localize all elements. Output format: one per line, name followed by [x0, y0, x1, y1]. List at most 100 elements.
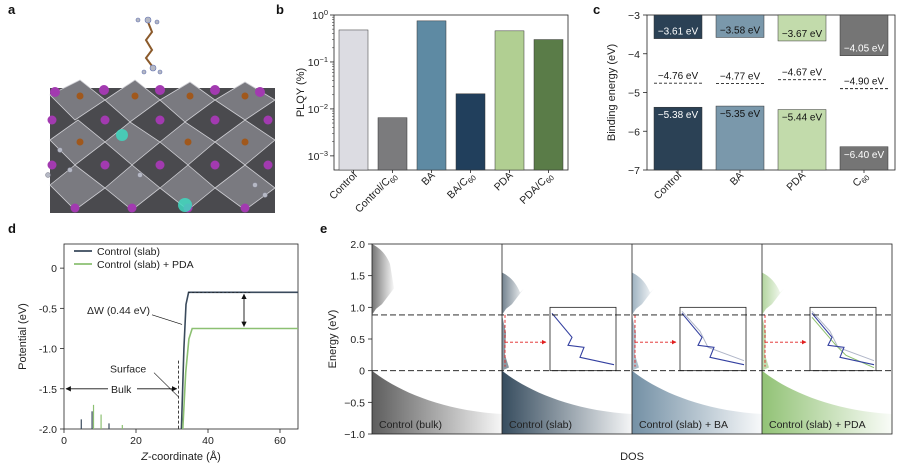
ytick-exp: −3: [319, 149, 328, 158]
dos-conduction-band: [762, 272, 784, 315]
dos-conduction-band: [502, 272, 524, 315]
be-y-tick-label: −5: [628, 88, 640, 100]
plqy-y-tick-label: 10−2: [308, 102, 328, 116]
dos-valence-band: [372, 370, 502, 434]
plqy-bar: [455, 93, 486, 171]
control-slab-line: [180, 291, 298, 430]
dos-y-tick-label: 1.5: [350, 271, 365, 283]
potential-y-axis-label: Potential (eV): [17, 303, 29, 370]
dos-inset-box: [549, 306, 617, 372]
dos-gap-states: [762, 314, 769, 371]
potential-y-tick-label: -1.5: [39, 384, 57, 396]
dos-conduction-band: [372, 244, 394, 315]
vbm-bar: [777, 109, 827, 171]
plqy-bar: [377, 117, 408, 171]
dos-subpanel-label: Control (bulk): [379, 419, 442, 431]
plqy-x-tick-label: Control/C60: [353, 170, 400, 217]
plqy-x-tick-label-base: Control: [327, 170, 359, 202]
dos-gap-states: [632, 314, 639, 371]
be-y-tick-label: −6: [628, 126, 640, 138]
vbm-value-label: −5.38 eV: [658, 110, 699, 121]
ytick-exp: −1: [319, 55, 328, 64]
cbm-value-label: −3.61 eV: [658, 27, 699, 38]
fermi-value-label: −4.90 eV: [844, 77, 885, 88]
xlabel-prefix: Z: [140, 451, 149, 463]
inset-reference-curve: [811, 310, 875, 362]
dos-gap-states: [502, 314, 509, 371]
cbm-bar: [777, 14, 827, 42]
dos-x-axis-label: DOS: [620, 451, 644, 463]
dos-inset-box: [809, 306, 877, 372]
ytick-exp: −2: [319, 102, 328, 111]
plqy-bar: [338, 29, 369, 171]
binding-energy-chart: −3.61 eV −5.38 eV −4.76 eV Control −3.58 eV −…: [606, 10, 896, 202]
ytick-base: 10: [308, 57, 320, 69]
dos-y-tick-label: 2.0: [350, 239, 365, 251]
panel-label-b: b: [276, 2, 284, 17]
panel-label-a: a: [8, 2, 16, 17]
plqy-y-tick-label: 10−1: [308, 55, 328, 69]
surface-pointer: [153, 372, 179, 398]
plqy-y-tick-label: 10−3: [308, 149, 328, 163]
bulk-label: Bulk: [111, 384, 132, 396]
plqy-x-tick-label: PDA: [492, 170, 516, 194]
be-x-tick-label-base: BA: [728, 170, 746, 188]
control-slab-pda-line: [182, 327, 298, 430]
dos-y-axis-label: Energy (eV): [327, 310, 339, 369]
dos-subpanel-label: Control (slab) + BA: [639, 419, 728, 431]
plqy-y-tick-label: 100: [312, 8, 328, 22]
cbm-value-label: −4.05 eV: [844, 44, 885, 55]
plqy-x-tick-label-base: BA: [419, 170, 437, 188]
ytick-base: 10: [308, 104, 320, 116]
be-x-tick-label: C60: [850, 170, 871, 191]
inset-dos-curve: [551, 312, 615, 366]
dos-y-tick-label: 0: [359, 366, 365, 378]
be-y-tick-label: −4: [628, 49, 640, 61]
inset-dos-curve: [681, 312, 745, 366]
be-x-tick-label: Control: [652, 170, 684, 202]
dos-y-tick-label: 1.0: [350, 302, 365, 314]
be-y-axis-label: Binding energy (eV): [606, 44, 618, 141]
dos-y-tick-label: −0.5: [344, 397, 365, 409]
be-y-tick-label: −7: [628, 165, 640, 177]
plqy-x-tick-label-base: PDA: [492, 170, 516, 194]
plqy-x-tick-label: Control: [327, 170, 359, 202]
vbm-value-label: −5.44 eV: [782, 113, 823, 124]
potential-plot-frame: [63, 243, 299, 430]
plqy-x-tick-label: BA: [419, 170, 437, 188]
delta-w-label: ΔW (0.44 eV): [87, 305, 150, 317]
plqy-plot-frame: [333, 14, 569, 171]
fermi-value-label: −4.76 eV: [658, 71, 699, 82]
dos-valence-band: [632, 370, 762, 434]
plqy-bar: [494, 30, 525, 171]
legend-entry: Control (slab) + PDA: [97, 259, 194, 271]
ytick-base: 10: [308, 151, 320, 163]
dos-valence-band: [762, 370, 892, 434]
potential-x-tick-label: 40: [202, 435, 214, 447]
plqy-x-tick-label-base: Control/C: [353, 175, 393, 215]
plqy-bar: [416, 20, 447, 171]
cbm-value-label: −3.67 eV: [782, 29, 823, 40]
fermi-value-label: −4.77 eV: [720, 72, 761, 83]
perovskite-structure-illustration: [45, 16, 276, 213]
dos-subpanel-label: Control (slab): [509, 419, 572, 431]
potential-x-tick-label: 60: [274, 435, 286, 447]
plqy-x-tick-label: PDA/C60: [518, 170, 556, 208]
vbm-value-label: −6.40 eV: [844, 150, 885, 161]
dos-y-tick-label: 0.5: [350, 334, 365, 346]
dos-y-tick-label: −1.0: [344, 429, 365, 441]
vbm-bar: [715, 105, 765, 171]
potential-y-tick-label: -2.0: [39, 424, 57, 436]
potential-x-axis-label: Z-coordinate (Å): [140, 450, 221, 463]
inset-reference-curve: [681, 310, 745, 362]
potential-x-tick-label: 20: [130, 435, 142, 447]
legend-entry: Control (slab): [97, 246, 160, 258]
ytick-exp: 0: [324, 8, 328, 17]
surface-label: Surface: [110, 364, 146, 376]
panel-label-c: c: [593, 2, 600, 17]
dos-inset-box: [679, 306, 747, 372]
potential-y-tick-label: -0.5: [39, 303, 57, 315]
potential-x-tick-label: 0: [61, 435, 67, 447]
